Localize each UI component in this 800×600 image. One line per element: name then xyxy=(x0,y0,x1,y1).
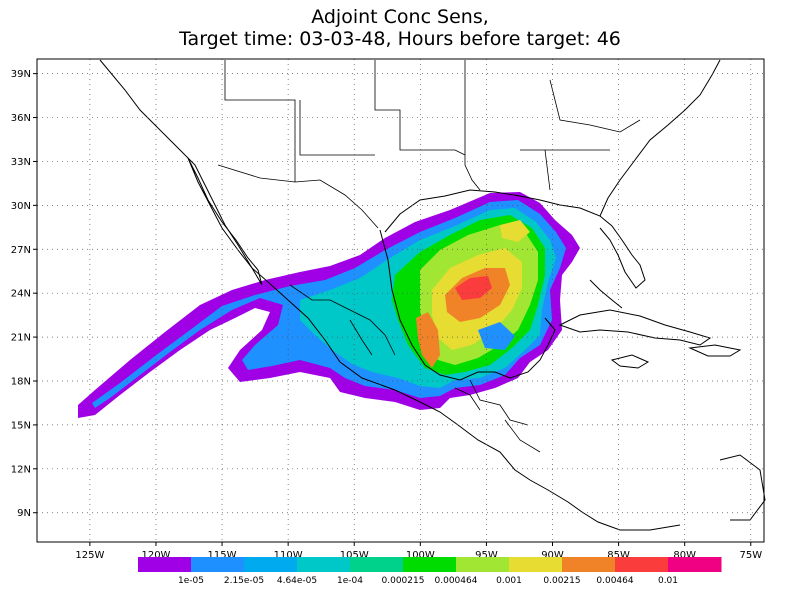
colorbar-label: 0.00215 xyxy=(543,576,580,586)
colorbar-swatch xyxy=(350,557,404,572)
contour-level-low xyxy=(478,322,515,350)
colorbar-swatch xyxy=(297,557,351,572)
colorbar-swatch xyxy=(138,557,192,572)
lat-tick-label: 9N xyxy=(17,508,31,519)
lon-tick-label: 85W xyxy=(607,550,630,561)
longitude-labels: 125W 120W 115W 110W 105W 100W 95W 90W 85W 80W 75W xyxy=(75,542,762,561)
lat-tick-label: 12N xyxy=(11,464,31,475)
political-borders xyxy=(217,60,641,453)
colorbar-label: 1e-05 xyxy=(178,576,204,586)
lon-tick-label: 105W xyxy=(340,550,369,561)
contour-level-8 xyxy=(455,276,492,300)
lon-tick-label: 110W xyxy=(274,550,303,561)
colorbar xyxy=(138,557,722,572)
colorbar-swatch xyxy=(191,557,245,572)
colorbar-swatch xyxy=(562,557,616,572)
map-title: Adjoint Conc Sens, xyxy=(311,6,489,28)
colorbar-swatch xyxy=(456,557,510,572)
colorbar-swatch xyxy=(403,557,457,572)
colorbar-labels: 1e-05 2.15e-05 4.64e-05 1e-04 0.000215 0.0004… xyxy=(178,576,678,586)
colorbar-label: 0.000464 xyxy=(435,576,478,586)
contour-level-7 xyxy=(416,268,510,368)
latitude-labels: 39N 36N 33N 30N 27N 24N 21N 18N 15N 12N 9N xyxy=(11,69,37,519)
colorbar-label: 2.15e-05 xyxy=(224,576,264,586)
lon-tick-label: 115W xyxy=(208,550,237,561)
lon-tick-label: 80W xyxy=(673,550,696,561)
sensitivity-field xyxy=(78,192,580,418)
lat-tick-label: 39N xyxy=(11,69,31,80)
lon-tick-label: 120W xyxy=(141,550,170,561)
lon-tick-label: 90W xyxy=(541,550,564,561)
coastlines xyxy=(99,59,766,531)
lat-tick-label: 24N xyxy=(11,289,31,300)
lat-tick-label: 36N xyxy=(11,113,31,124)
lat-tick-label: 30N xyxy=(11,201,31,212)
map-frame xyxy=(36,58,765,543)
colorbar-swatch xyxy=(668,557,722,572)
colorbar-swatch xyxy=(244,557,298,572)
lon-tick-label: 95W xyxy=(475,550,498,561)
colorbar-label: 0.01 xyxy=(658,576,678,586)
colorbar-label: 0.00464 xyxy=(596,576,633,586)
colorbar-label: 1e-04 xyxy=(337,576,363,586)
lat-tick-label: 18N xyxy=(11,377,31,388)
lat-tick-label: 21N xyxy=(11,333,31,344)
colorbar-label: 0.001 xyxy=(496,576,522,586)
lon-tick-label: 125W xyxy=(75,550,104,561)
lon-tick-label: 75W xyxy=(739,550,762,561)
colorbar-swatch xyxy=(509,557,563,572)
map-subtitle: Target time: 03-03-48, Hours before targ… xyxy=(179,28,621,50)
lat-tick-label: 33N xyxy=(11,157,31,168)
lat-tick-label: 15N xyxy=(11,420,31,431)
colorbar-label: 0.000215 xyxy=(382,576,425,586)
lon-tick-label: 100W xyxy=(406,550,435,561)
colorbar-label: 4.64e-05 xyxy=(277,576,317,586)
colorbar-swatch xyxy=(615,557,669,572)
graticule xyxy=(37,59,764,542)
lat-tick-label: 27N xyxy=(11,245,31,256)
